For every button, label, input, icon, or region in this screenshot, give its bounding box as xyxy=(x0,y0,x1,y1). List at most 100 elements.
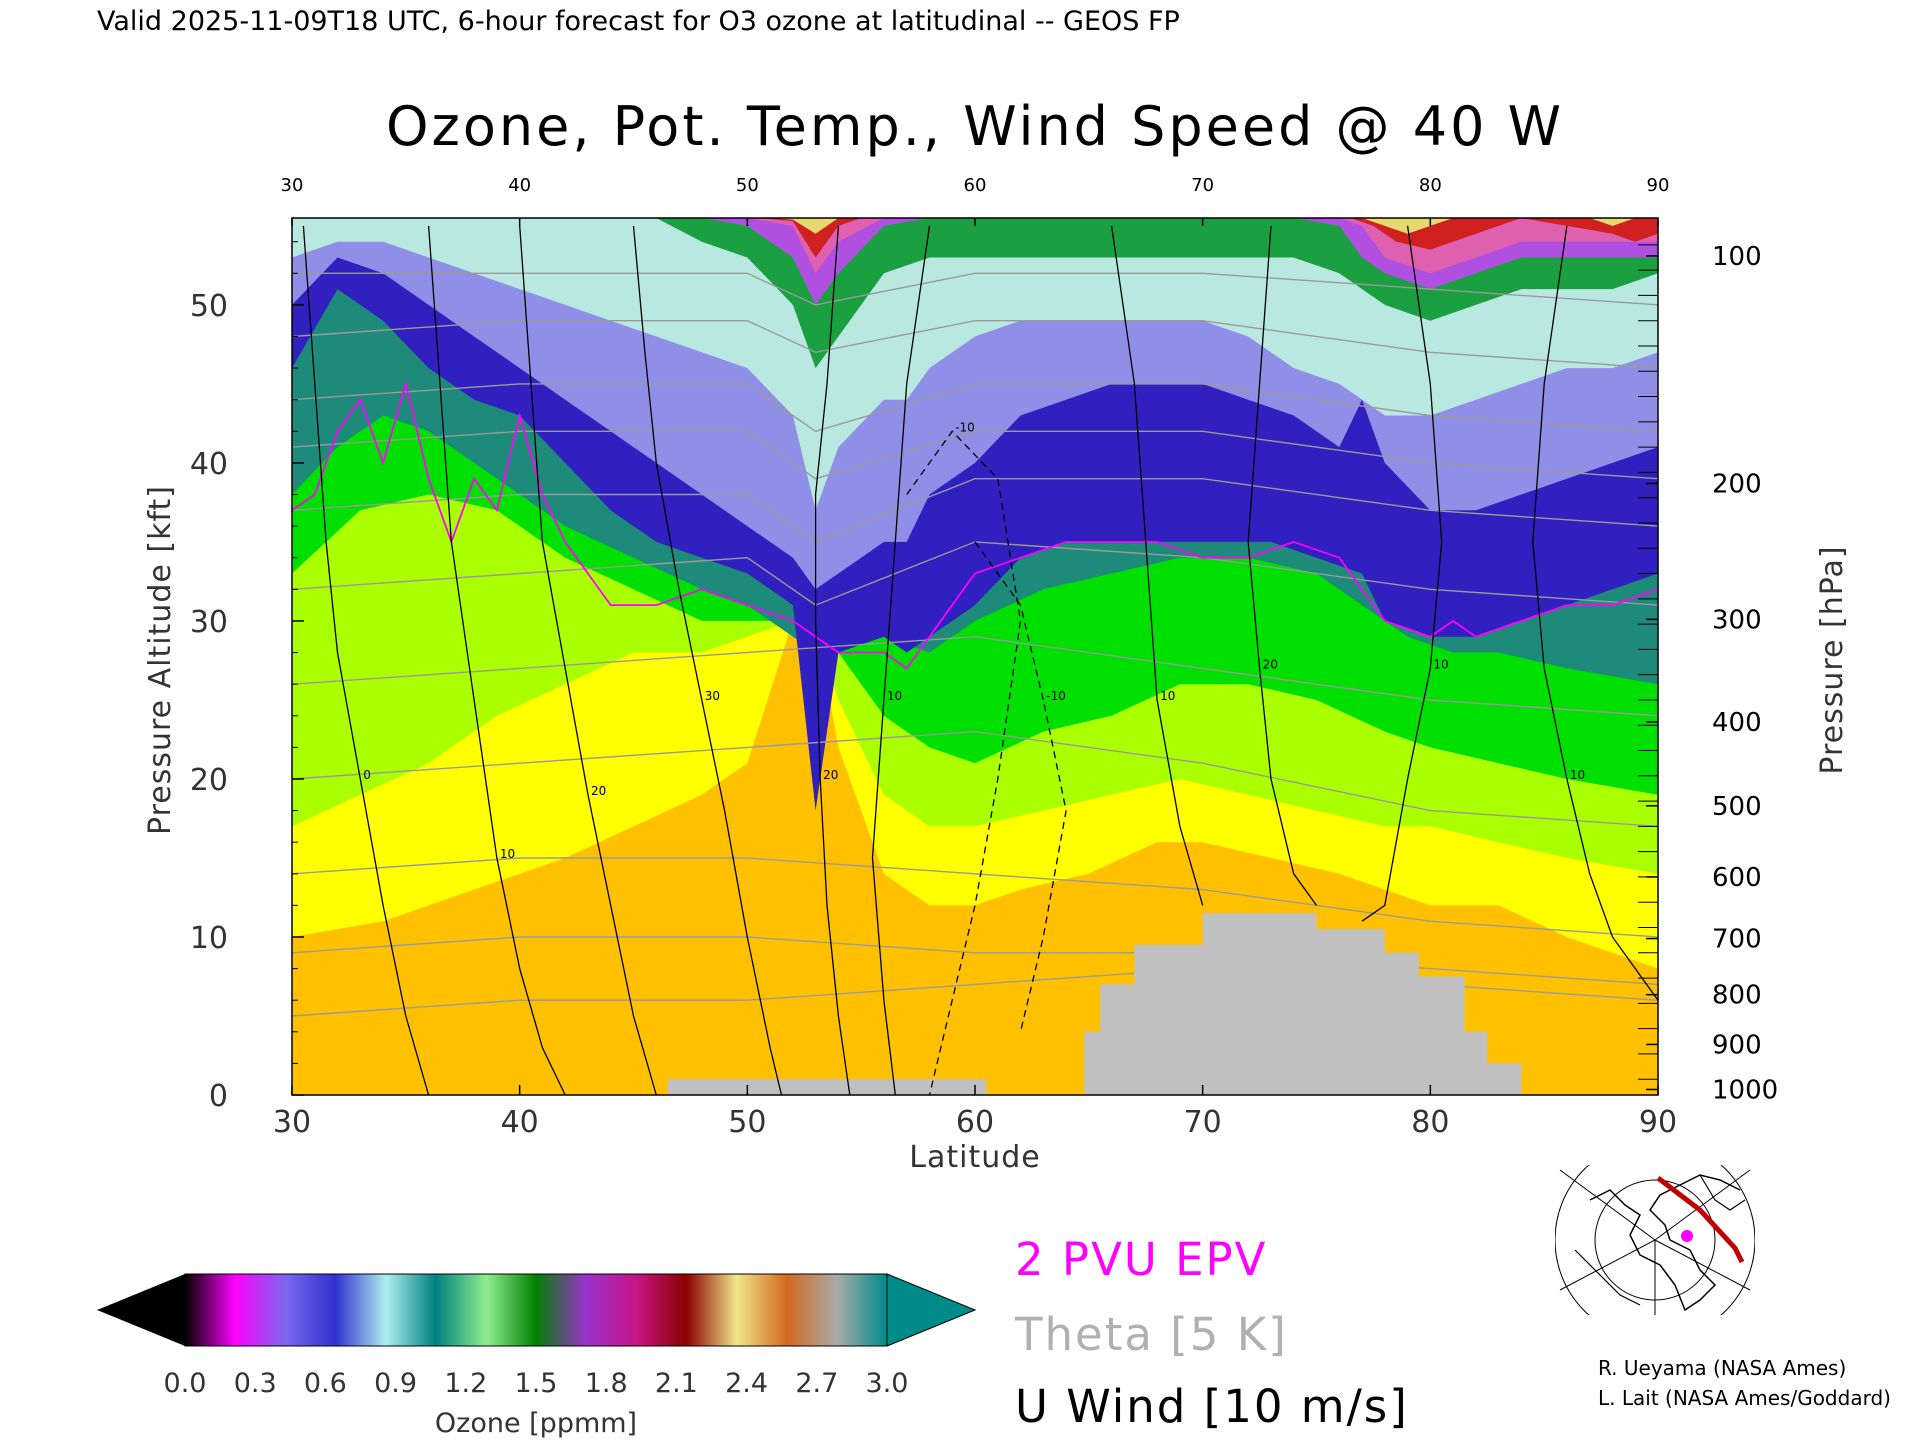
right-axis: 1000 900 800 700 600 500 400 300 200 100 xyxy=(1638,242,1778,1105)
top-tick-label: 50 xyxy=(736,175,759,196)
u-wind-contour-8 xyxy=(1361,225,1443,922)
colorbar-tick-label: 0.9 xyxy=(374,1368,417,1399)
y-tick-label: 20 xyxy=(190,763,228,798)
u-wind-contour-label: 20 xyxy=(591,784,606,798)
y2-axis-label: Pressure [hPa] xyxy=(1815,545,1850,774)
u-wind-contour-label: 20 xyxy=(823,768,838,782)
top-tick-label: 40 xyxy=(508,175,531,196)
theta-contour-360 xyxy=(292,383,1658,433)
top-axis: 30 40 50 60 70 80 90 xyxy=(281,175,1670,226)
legend-epv: 2 PVU EPV xyxy=(1015,1233,1267,1286)
theta-contour-400 xyxy=(292,272,1658,306)
y-axis-label: Pressure Altitude [kft] xyxy=(143,485,178,835)
bottom-axis: 30 40 50 60 70 80 90 xyxy=(273,1085,1677,1140)
left-axis: 0 10 20 30 40 50 xyxy=(190,241,304,1114)
legend-u-wind: U Wind [10 m/s] xyxy=(1015,1380,1409,1433)
u-wind-contour-6 xyxy=(1110,225,1204,906)
pressure-tick-label: 400 xyxy=(1712,708,1762,738)
u-wind-contour-3 xyxy=(632,225,783,1095)
x-tick-label: 80 xyxy=(1411,1105,1449,1140)
colorbar-tick-label: 0.0 xyxy=(164,1368,207,1399)
x-tick-label: 40 xyxy=(501,1105,539,1140)
map-section-line xyxy=(1656,1176,1745,1264)
pressure-tick-label: 800 xyxy=(1712,981,1762,1011)
map-meridian xyxy=(1559,1239,1656,1291)
pressure-tick-label: 700 xyxy=(1712,925,1762,955)
legend: 2 PVU EPV Theta [5 K] U Wind [10 m/s] xyxy=(1014,1233,1409,1433)
colorbar-ramp xyxy=(184,1273,888,1347)
colorbar-high-arrow xyxy=(886,1273,977,1347)
ozone-band-10 xyxy=(292,218,1658,274)
u-wind-contour-7 xyxy=(1247,225,1318,906)
y-tick-label: 40 xyxy=(190,447,228,482)
u-wind-contour-label: 10 xyxy=(1570,768,1585,782)
u-wind-contour-label: -10 xyxy=(1046,689,1066,703)
u-wind-contour-2 xyxy=(519,225,657,1095)
colorbar-tick-label: 2.4 xyxy=(725,1368,768,1399)
colorbar-tick-label: 1.2 xyxy=(444,1368,487,1399)
colorbar-tick-label: 2.7 xyxy=(795,1368,838,1399)
plot-area: 0 10 20 30 20 10 10 20 10 10 -10 -10 xyxy=(292,218,1658,1095)
map-coastline xyxy=(1699,1174,1746,1211)
u-wind-contour-label: 10 xyxy=(500,847,515,861)
top-tick-label: 80 xyxy=(1419,175,1442,196)
u-wind-contour-9 xyxy=(1532,225,1658,1001)
u-wind-contour-4 xyxy=(814,225,851,1095)
x-tick-label: 60 xyxy=(956,1105,994,1140)
map-meridian xyxy=(1559,1169,1656,1241)
ozone-band-12 xyxy=(292,218,1658,234)
u-wind-contour-label: 30 xyxy=(705,689,720,703)
map-point-marker xyxy=(1681,1230,1693,1242)
colorbar-tick-label: 1.8 xyxy=(585,1368,628,1399)
theta-contour-330 xyxy=(292,541,1658,606)
top-tick-label: 70 xyxy=(1191,175,1214,196)
colorbar-tick-label: 2.1 xyxy=(655,1368,698,1399)
u-wind-negative-contour-0 xyxy=(906,430,1022,1095)
pressure-tick-label: 600 xyxy=(1712,863,1762,893)
theta-contour-310 xyxy=(292,730,1658,828)
map-coastline xyxy=(1589,1174,1741,1312)
theta-contour-350 xyxy=(292,430,1658,480)
x-tick-label: 30 xyxy=(273,1105,311,1140)
pressure-tick-label: 200 xyxy=(1712,469,1762,499)
colorbar: 0.0 0.3 0.6 0.9 1.2 1.5 1.8 2.1 2.4 2.7 3.0 Ozone … xyxy=(97,1273,977,1439)
legend-theta: Theta [5 K] xyxy=(1014,1308,1288,1361)
theta-contour-300 xyxy=(292,857,1658,938)
top-tick-label: 60 xyxy=(964,175,987,196)
theta-contour-290 xyxy=(292,936,1658,986)
x-tick-label: 70 xyxy=(1184,1105,1222,1140)
top-tick-label: 30 xyxy=(281,175,304,196)
x-tick-label: 90 xyxy=(1639,1105,1677,1140)
colorbar-tick-label: 0.6 xyxy=(304,1368,347,1399)
pressure-tick-label: 500 xyxy=(1712,792,1762,822)
colorbar-label: Ozone [ppmm] xyxy=(435,1408,637,1439)
u-wind-contour-5 xyxy=(871,225,931,1095)
y-tick-label: 0 xyxy=(209,1079,228,1114)
pressure-tick-label: 300 xyxy=(1712,605,1762,635)
map-inset xyxy=(1555,1165,1755,1315)
x-axis-label: Latitude xyxy=(909,1140,1040,1175)
map-meridian xyxy=(1654,1239,1751,1291)
pressure-tick-label: 1000 xyxy=(1712,1075,1778,1105)
u-wind-contour-0 xyxy=(302,225,430,1095)
surface-mask xyxy=(667,913,1522,1095)
pressure-tick-label: 100 xyxy=(1712,242,1762,272)
theta-contour-380 xyxy=(292,320,1658,369)
u-wind-contour-label: 20 xyxy=(1263,657,1278,671)
colorbar-low-arrow xyxy=(97,1274,185,1346)
ozone-band-7 xyxy=(292,218,1658,511)
credit-line-2: L. Lait (NASA Ames/Goddard) xyxy=(1598,1386,1891,1410)
u-wind-contour-label: 10 xyxy=(1160,689,1175,703)
theta-contour-320 xyxy=(292,635,1658,717)
theta-contour-340 xyxy=(292,478,1658,543)
colorbar-tick-label: 0.3 xyxy=(234,1368,277,1399)
u-wind-contour-label: -10 xyxy=(955,420,975,434)
top-tick-label: 90 xyxy=(1647,175,1670,196)
y-tick-label: 30 xyxy=(190,605,228,640)
u-wind-contour-label: 0 xyxy=(363,768,371,782)
u-wind-contour-label: 10 xyxy=(1433,657,1448,671)
x-tick-label: 50 xyxy=(728,1105,766,1140)
u-wind-contour-1 xyxy=(427,225,566,1095)
credit-line-1: R. Ueyama (NASA Ames) xyxy=(1598,1356,1846,1380)
